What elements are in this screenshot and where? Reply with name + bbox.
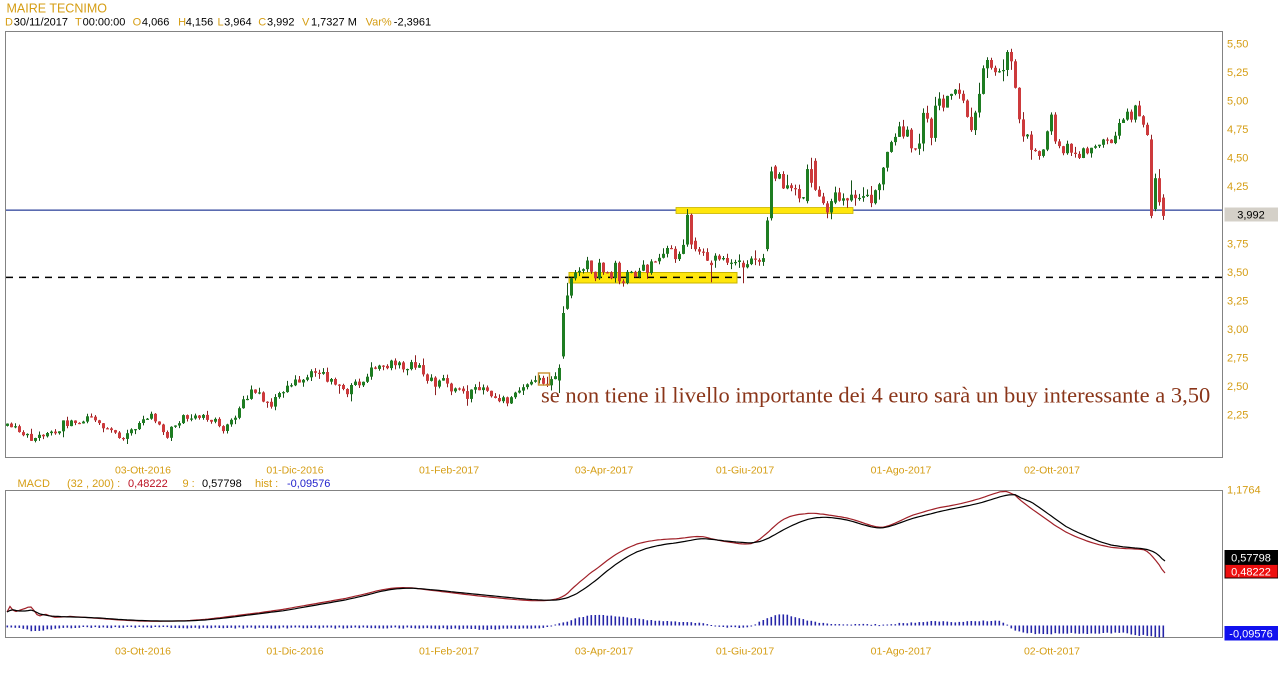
svg-text:00:00:00: 00:00:00 [83, 17, 126, 29]
svg-text:03-Apr-2017: 03-Apr-2017 [575, 465, 634, 477]
svg-text:03-Ott-2016: 03-Ott-2016 [115, 465, 171, 477]
svg-text:2,50: 2,50 [1227, 381, 1248, 393]
svg-text:se non tiene il livello import: se non tiene il livello importante dei 4… [541, 383, 1210, 408]
svg-text:4,75: 4,75 [1227, 124, 1248, 136]
svg-text:01-Dic-2016: 01-Dic-2016 [266, 465, 323, 477]
svg-text:C: C [258, 17, 266, 29]
svg-text:-0,09576: -0,09576 [1229, 629, 1272, 641]
svg-text:-2,3961: -2,3961 [394, 17, 431, 29]
svg-text:03-Apr-2017: 03-Apr-2017 [575, 646, 634, 658]
svg-text:02-Ott-2017: 02-Ott-2017 [1024, 646, 1080, 658]
svg-text:L: L [218, 17, 224, 29]
svg-text:hist :: hist : [255, 478, 278, 490]
svg-text:0,48222: 0,48222 [1231, 567, 1271, 579]
svg-text:(32 , 200) :: (32 , 200) : [67, 478, 120, 490]
svg-text:3,50: 3,50 [1227, 267, 1248, 279]
svg-text:4,066: 4,066 [142, 17, 170, 29]
svg-text:3,992: 3,992 [267, 17, 295, 29]
svg-text:O: O [133, 17, 142, 29]
svg-text:01-Giu-2017: 01-Giu-2017 [716, 646, 775, 658]
svg-text:3,00: 3,00 [1227, 324, 1248, 336]
svg-text:2,25: 2,25 [1227, 410, 1248, 422]
svg-text:02-Ott-2017: 02-Ott-2017 [1024, 465, 1080, 477]
svg-text:3,75: 3,75 [1227, 238, 1248, 250]
svg-text:01-Ago-2017: 01-Ago-2017 [871, 465, 932, 477]
svg-text:D: D [5, 17, 13, 29]
svg-text:T: T [75, 17, 82, 29]
svg-text:01-Dic-2016: 01-Dic-2016 [266, 646, 323, 658]
svg-text:01-Giu-2017: 01-Giu-2017 [716, 465, 775, 477]
svg-text:4,156: 4,156 [186, 17, 214, 29]
svg-text:3,25: 3,25 [1227, 295, 1248, 307]
svg-text:0,57798: 0,57798 [1231, 553, 1271, 565]
svg-text:5,25: 5,25 [1227, 67, 1248, 79]
svg-text:5,50: 5,50 [1227, 38, 1248, 50]
svg-text:0,48222: 0,48222 [128, 478, 168, 490]
svg-text:MAIRE TECNIMO: MAIRE TECNIMO [7, 2, 108, 16]
svg-text:4,25: 4,25 [1227, 181, 1248, 193]
svg-text:V: V [302, 17, 310, 29]
svg-text:4,50: 4,50 [1227, 153, 1248, 165]
svg-text:9 :: 9 : [183, 478, 195, 490]
svg-text:03-Ott-2016: 03-Ott-2016 [115, 646, 171, 658]
svg-text:-0,09576: -0,09576 [287, 478, 330, 490]
svg-text:0,57798: 0,57798 [202, 478, 242, 490]
svg-text:01-Feb-2017: 01-Feb-2017 [419, 465, 479, 477]
svg-text:30/11/2017: 30/11/2017 [14, 17, 68, 29]
svg-text:3,992: 3,992 [1237, 210, 1265, 222]
svg-text:3,964: 3,964 [224, 17, 252, 29]
svg-text:1,7327 M: 1,7327 M [311, 17, 357, 29]
svg-text:01-Feb-2017: 01-Feb-2017 [419, 646, 479, 658]
svg-text:Var%: Var% [366, 17, 392, 29]
svg-text:2,75: 2,75 [1227, 353, 1248, 365]
svg-text:01-Ago-2017: 01-Ago-2017 [871, 646, 932, 658]
svg-text:1,1764: 1,1764 [1227, 485, 1261, 497]
svg-text:5,00: 5,00 [1227, 96, 1248, 108]
svg-text:MACD: MACD [18, 478, 50, 490]
